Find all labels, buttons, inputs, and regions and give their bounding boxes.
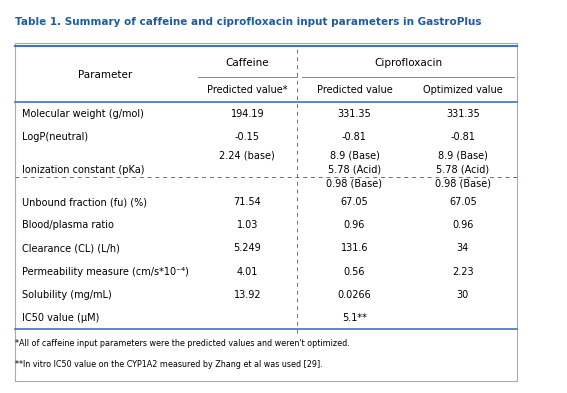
Text: 331.35: 331.35 xyxy=(446,109,480,119)
Text: Molecular weight (g/mol): Molecular weight (g/mol) xyxy=(23,109,145,119)
Text: Ionization constant (pKa): Ionization constant (pKa) xyxy=(23,165,145,174)
Text: Clearance (CL) (L/h): Clearance (CL) (L/h) xyxy=(23,243,120,253)
Text: 0.56: 0.56 xyxy=(344,266,365,277)
Text: Unbound fraction (fu) (%): Unbound fraction (fu) (%) xyxy=(23,197,147,207)
Text: -0.81: -0.81 xyxy=(342,132,367,142)
Text: Table 1. Summary of caffeine and ciprofloxacin input parameters in GastroPlus: Table 1. Summary of caffeine and ciprofl… xyxy=(15,17,481,27)
Text: **In vitro IC50 value on the CYP1A2 measured by Zhang et al was used [29].: **In vitro IC50 value on the CYP1A2 meas… xyxy=(15,360,323,369)
Text: 34: 34 xyxy=(457,243,469,253)
Text: 2.23: 2.23 xyxy=(452,266,474,277)
Text: Blood/plasma ratio: Blood/plasma ratio xyxy=(23,220,115,230)
Text: Predicted value*: Predicted value* xyxy=(207,85,287,95)
Text: LogP(neutral): LogP(neutral) xyxy=(23,132,88,142)
Text: -0.15: -0.15 xyxy=(235,132,260,142)
Text: 194.19: 194.19 xyxy=(230,109,264,119)
Text: Caffeine: Caffeine xyxy=(226,58,269,68)
Text: 0.0266: 0.0266 xyxy=(337,290,371,299)
Text: 2.24 (base): 2.24 (base) xyxy=(219,151,275,160)
Text: 0.96: 0.96 xyxy=(344,220,365,230)
Text: 67.05: 67.05 xyxy=(341,197,369,207)
Text: 0.96: 0.96 xyxy=(452,220,473,230)
Text: 8.9 (Base): 8.9 (Base) xyxy=(438,151,488,160)
Text: 30: 30 xyxy=(457,290,469,299)
Text: Ciprofloxacin: Ciprofloxacin xyxy=(374,58,442,68)
Text: Permeability measure (cm/s*10⁻⁴): Permeability measure (cm/s*10⁻⁴) xyxy=(23,266,189,277)
Text: 67.05: 67.05 xyxy=(449,197,477,207)
Text: 0.98 (Base): 0.98 (Base) xyxy=(327,179,383,189)
Text: IC50 value (μM): IC50 value (μM) xyxy=(23,313,100,323)
Text: Predicted value: Predicted value xyxy=(316,85,392,95)
Text: 5.78 (Acid): 5.78 (Acid) xyxy=(328,165,381,174)
Text: Solubility (mg/mL): Solubility (mg/mL) xyxy=(23,290,112,299)
Text: 0.98 (Base): 0.98 (Base) xyxy=(435,179,491,189)
Text: 8.9 (Base): 8.9 (Base) xyxy=(329,151,379,160)
Text: 1.03: 1.03 xyxy=(236,220,258,230)
Text: Optimized value: Optimized value xyxy=(423,85,503,95)
Text: 5.249: 5.249 xyxy=(234,243,261,253)
Text: 5.1**: 5.1** xyxy=(342,313,367,323)
Text: -0.81: -0.81 xyxy=(451,132,475,142)
Text: 131.6: 131.6 xyxy=(341,243,368,253)
Text: 331.35: 331.35 xyxy=(337,109,371,119)
Text: 13.92: 13.92 xyxy=(234,290,261,299)
Text: 5.78 (Acid): 5.78 (Acid) xyxy=(437,165,489,174)
Text: Parameter: Parameter xyxy=(78,70,132,80)
Text: 4.01: 4.01 xyxy=(236,266,258,277)
Text: *All of caffeine input parameters were the predicted values and weren't optimize: *All of caffeine input parameters were t… xyxy=(15,339,349,348)
Text: 71.54: 71.54 xyxy=(234,197,261,207)
